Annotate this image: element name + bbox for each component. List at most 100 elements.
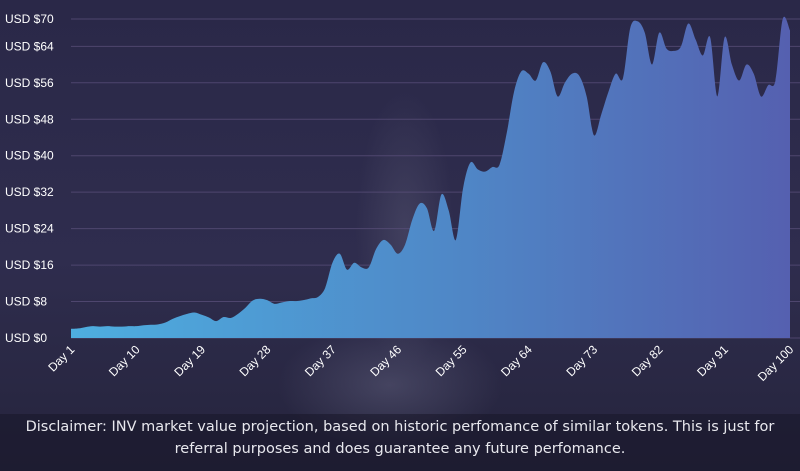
data-point (504, 130, 509, 135)
data-point (708, 35, 713, 40)
data-point (395, 251, 400, 256)
data-point (279, 300, 284, 305)
data-point (98, 324, 103, 329)
data-point (192, 310, 197, 315)
data-point (751, 71, 756, 76)
data-point (214, 319, 219, 324)
y-tick-label: USD $56 (5, 76, 54, 90)
data-point (228, 315, 233, 320)
data-point (613, 71, 618, 76)
x-axis-tick-labels: Day 1 Day 10 Day 19 Day 28 Day 37 Day 46 Day 5… (45, 342, 796, 384)
data-point (294, 299, 299, 304)
x-tick-label: Day 91 (694, 342, 731, 379)
y-tick-label: USD $24 (5, 222, 54, 236)
x-tick-label: Day 82 (629, 342, 666, 379)
data-point (468, 160, 473, 165)
x-tick-label: Day 64 (498, 342, 535, 379)
data-point (119, 324, 124, 329)
data-point (410, 217, 415, 222)
data-point (308, 296, 313, 301)
data-point (679, 44, 684, 49)
data-point (729, 62, 734, 67)
data-point (737, 78, 742, 83)
data-point (439, 192, 444, 197)
data-point (541, 60, 546, 65)
data-point (715, 94, 720, 99)
data-point (83, 325, 88, 330)
y-tick-label: USD $48 (5, 112, 54, 126)
data-point (519, 69, 524, 74)
x-tick-label: Day 19 (171, 342, 208, 379)
x-tick-label: Day 28 (237, 342, 274, 379)
data-point (163, 320, 168, 325)
data-point (620, 76, 625, 81)
data-point (388, 242, 393, 247)
data-point (330, 260, 335, 265)
data-point (315, 294, 320, 299)
x-tick-label: Day 10 (106, 342, 143, 379)
data-point (657, 30, 662, 35)
y-tick-label: USD $16 (5, 258, 54, 272)
x-tick-label: Day 73 (563, 342, 600, 379)
data-point (323, 285, 328, 290)
data-point (461, 185, 466, 190)
data-point (236, 311, 241, 316)
data-point (693, 37, 698, 42)
y-axis-tick-labels: USD $0 USD $8 USD $16 USD $24 USD $32 USD $40… (5, 12, 54, 345)
data-point (562, 80, 567, 85)
data-point (403, 242, 408, 247)
x-tick-label: Day 100 (755, 342, 797, 384)
data-point (156, 322, 161, 327)
data-point (127, 324, 132, 329)
y-tick-label: USD $70 (5, 12, 54, 26)
data-point (497, 162, 502, 167)
data-point (482, 169, 487, 174)
data-point (344, 267, 349, 272)
data-point (591, 133, 596, 138)
data-point (650, 62, 655, 67)
y-tick-label: USD $0 (5, 331, 47, 345)
data-point (359, 265, 364, 270)
x-tick-label: Day 46 (367, 342, 404, 379)
data-point (606, 89, 611, 94)
area-series (71, 16, 790, 339)
data-point (199, 312, 204, 317)
data-point (446, 208, 451, 213)
data-point (69, 326, 74, 331)
data-point (490, 165, 495, 170)
data-point (570, 71, 575, 76)
data-point (105, 324, 110, 329)
data-point (76, 326, 81, 331)
area-series-path (71, 16, 790, 339)
data-point (243, 305, 248, 310)
data-point (112, 324, 117, 329)
data-point (366, 265, 371, 270)
x-tick-label: Day 1 (45, 342, 77, 374)
data-point (642, 30, 647, 35)
data-point (548, 69, 553, 74)
data-point (221, 315, 226, 320)
y-tick-label: USD $32 (5, 185, 54, 199)
data-point (177, 314, 182, 319)
data-point (512, 89, 517, 94)
data-point (170, 316, 175, 321)
data-point (700, 53, 705, 58)
data-point (533, 78, 538, 83)
data-point (272, 301, 277, 306)
data-point (758, 94, 763, 99)
y-tick-label: USD $8 (5, 295, 47, 309)
data-point (635, 19, 640, 24)
data-point (352, 260, 357, 265)
data-point (424, 206, 429, 211)
data-point (526, 71, 531, 76)
x-tick-label: Day 55 (433, 342, 470, 379)
data-point (453, 238, 458, 243)
y-tick-label: USD $64 (5, 39, 54, 53)
data-point (381, 238, 386, 243)
data-point (286, 299, 291, 304)
data-point (788, 28, 793, 33)
data-point (686, 21, 691, 26)
data-point (432, 228, 437, 233)
data-point (628, 26, 633, 31)
data-point (265, 298, 270, 303)
